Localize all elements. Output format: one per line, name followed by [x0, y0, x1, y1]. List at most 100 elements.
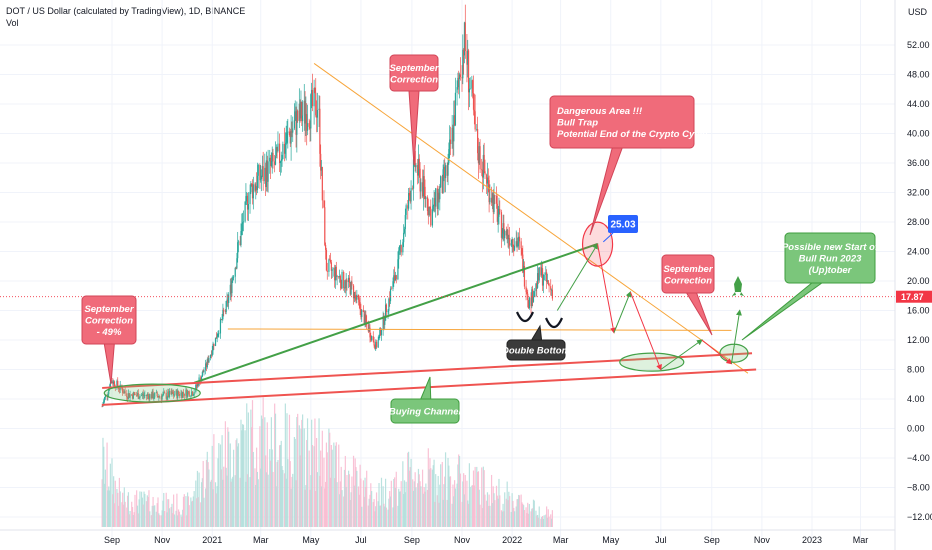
volume-bar [224, 421, 226, 527]
volume-bar [203, 497, 205, 527]
candle-body [172, 391, 174, 394]
candle-body [506, 229, 508, 236]
y-tick-label: 28.00 [907, 217, 930, 227]
candle-body [257, 164, 259, 176]
candle-body [144, 394, 146, 396]
candle-body [510, 243, 512, 246]
volume-bar [497, 498, 499, 527]
volume-bar [142, 504, 144, 527]
candle-body [104, 397, 106, 401]
volume-bar [426, 489, 429, 527]
volume-bar [180, 514, 182, 527]
volume-bar [541, 516, 544, 527]
candle-body [334, 268, 336, 281]
volume-bar [319, 475, 321, 527]
volume-bar [167, 499, 169, 527]
candle-body [543, 274, 545, 281]
candle-body [127, 397, 129, 399]
volume-bar [346, 475, 348, 527]
volume-bar [355, 467, 357, 527]
candle-body [200, 377, 202, 382]
volume-bar [349, 500, 351, 527]
candle-body [229, 284, 231, 295]
volume-bar [306, 418, 309, 527]
candle-body [458, 74, 461, 79]
volume-bar [140, 491, 143, 527]
volume-bar [122, 492, 124, 527]
candle-body [301, 101, 303, 122]
candle-body [271, 152, 273, 161]
candle-body [380, 328, 382, 336]
volume-bar [270, 417, 272, 527]
volume-bar [502, 503, 504, 527]
volume-bar [442, 499, 444, 527]
candle-body [449, 139, 452, 145]
volume-bar [251, 400, 254, 527]
candle-body [136, 395, 138, 396]
volume-bar [528, 504, 530, 527]
candle-body [387, 310, 389, 313]
candle-body [442, 169, 444, 194]
volume-bar [420, 486, 422, 527]
candle-body [218, 333, 220, 335]
candle-body [224, 310, 226, 312]
candle-body [457, 77, 459, 88]
candle-body [384, 320, 386, 325]
volume-bar [456, 483, 458, 527]
candle-body [104, 394, 107, 398]
volume-bar [536, 514, 539, 527]
volume-bar [300, 428, 302, 527]
volume-bar [143, 491, 145, 527]
volume-bar [297, 413, 299, 527]
candle-body [420, 182, 422, 192]
volume-bar [329, 432, 331, 527]
volume-bar [134, 494, 136, 527]
candle-body [542, 280, 544, 286]
volume-bar [546, 506, 548, 527]
y-tick-label: 32.00 [907, 188, 930, 198]
candle-body [492, 193, 494, 213]
volume-bar [448, 465, 450, 527]
volume-bar [423, 487, 425, 527]
volume-bar [187, 496, 190, 527]
candle-body [265, 167, 267, 188]
volume-bar [152, 496, 154, 527]
candle-body [441, 176, 443, 194]
candle-body [275, 147, 277, 157]
candle-body [236, 258, 238, 269]
volume-bar [354, 458, 356, 527]
volume-bar [218, 443, 220, 527]
volume-bar [310, 475, 312, 527]
volume-bar [252, 451, 254, 527]
callout-box [81, 295, 137, 345]
candle-body [403, 229, 406, 233]
candle-body [527, 299, 530, 309]
volume-bar [500, 510, 503, 527]
candle-body [148, 395, 150, 400]
x-tick-label: 2021 [202, 535, 222, 545]
candle-body [186, 389, 188, 397]
volume-bar [526, 513, 528, 527]
volume-bar [399, 491, 401, 527]
candle-body [335, 266, 337, 278]
volume-bar [344, 455, 346, 527]
volume-bar [214, 482, 217, 527]
candle-body [499, 208, 501, 213]
candle-body [423, 176, 425, 187]
volume-bar [357, 486, 360, 527]
volume-bar [324, 488, 326, 527]
volume-bar [133, 512, 135, 527]
volume-bar [230, 481, 232, 527]
candle-body [518, 236, 521, 242]
volume-bar [156, 503, 158, 527]
candle-body [476, 129, 478, 130]
candle-body [191, 391, 194, 396]
candle-body [394, 275, 397, 281]
volume-bar [463, 473, 465, 527]
volume-bar [467, 503, 470, 527]
candle-body [409, 195, 411, 202]
volume-bar [377, 501, 379, 527]
candle-body [277, 143, 279, 151]
volume-bar [209, 481, 212, 527]
